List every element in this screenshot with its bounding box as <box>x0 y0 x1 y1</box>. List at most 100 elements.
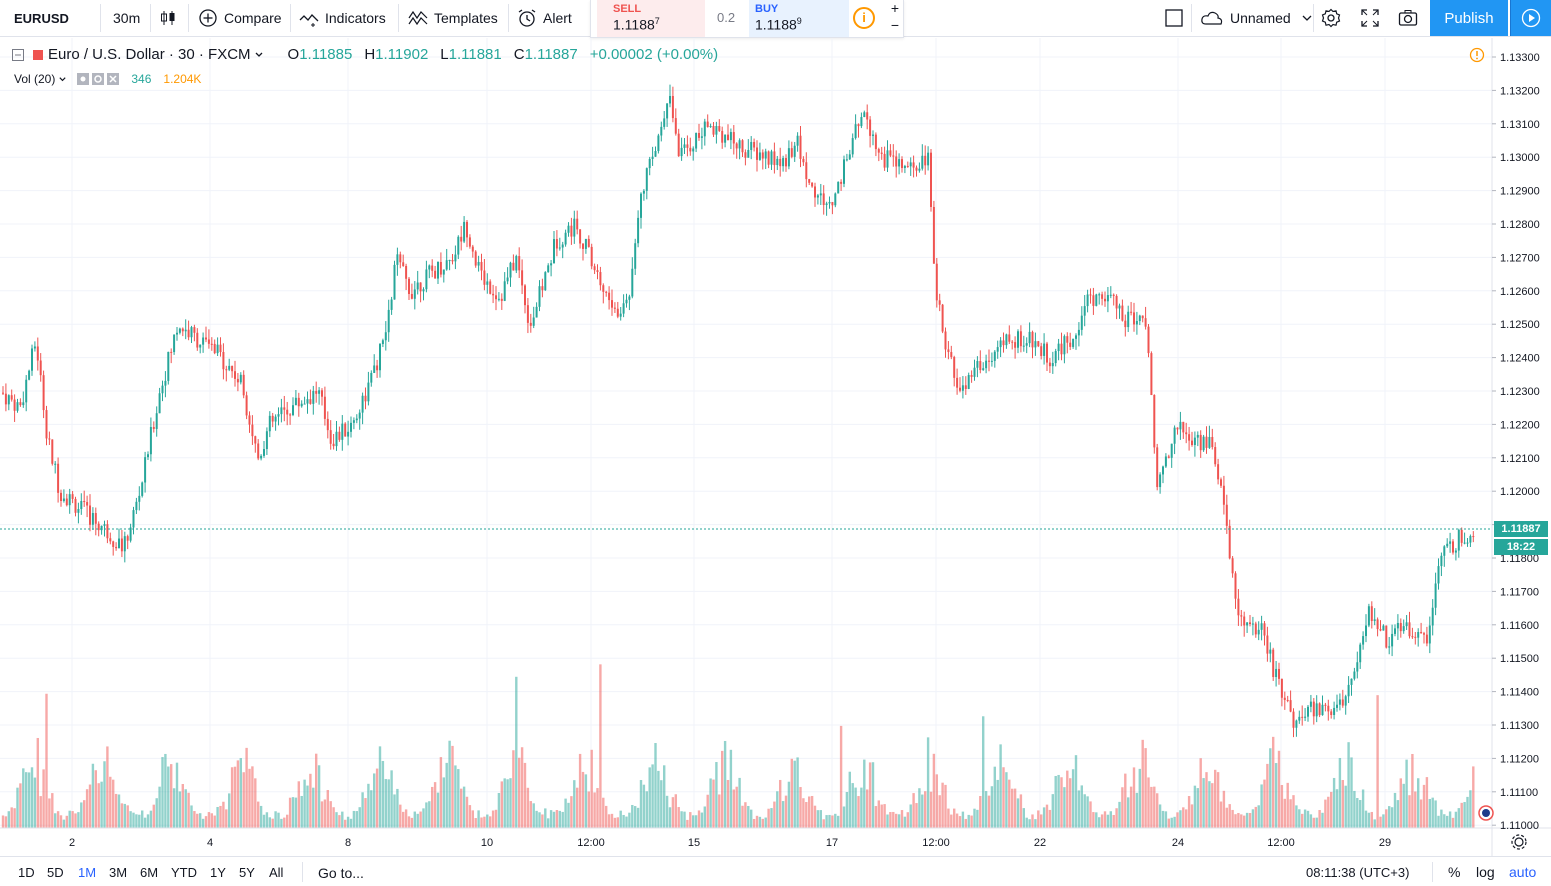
candle-body <box>190 327 193 338</box>
volume-bar <box>143 817 147 828</box>
volume-bar <box>1051 794 1054 828</box>
candle-body <box>695 132 698 149</box>
range-1m-button[interactable]: 1M <box>78 865 97 880</box>
alert-warning-icon[interactable] <box>1469 47 1485 63</box>
alert-button[interactable]: Alert <box>517 0 572 36</box>
candle-body <box>869 119 872 136</box>
volume-bar <box>1219 801 1223 828</box>
toolbar-divider <box>1313 4 1314 32</box>
volume-bar <box>132 812 135 828</box>
range-6m-button[interactable]: 6M <box>140 865 159 880</box>
candle-body <box>959 387 961 391</box>
volume-bar <box>979 796 982 828</box>
gear-icon[interactable] <box>92 73 105 85</box>
chart-settings-icon[interactable] <box>1511 834 1527 850</box>
candle-body <box>77 509 80 513</box>
volume-bar <box>45 693 48 828</box>
range-5d-button[interactable]: 5D <box>47 865 64 880</box>
sell-button[interactable]: SELL 1.11887 <box>597 0 705 37</box>
symbol-search-button[interactable]: EURUSD <box>14 10 69 26</box>
volume-bar <box>242 772 245 828</box>
volume-bar <box>181 784 184 828</box>
volume-bar <box>219 805 222 828</box>
candle-body <box>1089 294 1092 296</box>
volume-bar <box>1324 799 1327 828</box>
candle-body <box>956 377 959 388</box>
volume-bar <box>352 810 356 828</box>
go-to-date-button[interactable]: Go to... <box>318 865 364 881</box>
candle-body <box>1222 485 1225 505</box>
candle-body <box>1034 341 1037 348</box>
volume-bar <box>1466 796 1469 828</box>
settings-button[interactable] <box>1321 0 1347 36</box>
volume-bar <box>877 800 880 828</box>
templates-button[interactable]: Templates <box>408 0 498 36</box>
indicators-button[interactable]: Indicators <box>299 0 386 36</box>
candle-body <box>1057 343 1060 352</box>
range-1d-button[interactable]: 1D <box>18 865 35 880</box>
volume-value: 346 <box>131 72 152 86</box>
volume-label[interactable]: Vol (20) <box>14 72 56 86</box>
plus-circle-icon <box>199 9 217 27</box>
range-5y-button[interactable]: 5Y <box>239 865 255 880</box>
volume-bar <box>929 791 933 828</box>
candle-body <box>358 412 361 419</box>
candle-body <box>657 135 660 152</box>
economic-event-icon[interactable] <box>1478 805 1494 821</box>
bar-style-button[interactable] <box>158 0 184 36</box>
buy-button[interactable]: BUY 1.11889 <box>749 0 849 37</box>
percent-scale-button[interactable]: % <box>1448 864 1461 880</box>
candle-body <box>729 132 732 141</box>
info-icon[interactable]: i <box>853 7 875 29</box>
interval-button[interactable]: 30m <box>113 10 141 26</box>
candle-body <box>990 360 993 362</box>
candle-body <box>553 239 555 264</box>
auto-scale-button[interactable]: auto <box>1509 864 1537 880</box>
volume-bar <box>1214 769 1217 828</box>
price-axis[interactable]: 1.13300 1.13200 1.13100 1.13000 1.12900 1.128… <box>1492 52 1540 832</box>
quantity-plus-button[interactable]: + <box>890 0 900 16</box>
layout-name-button[interactable]: Unnamed <box>1200 0 1313 36</box>
volume-bar <box>1370 811 1373 828</box>
candle-body <box>1402 626 1405 632</box>
candle-body <box>985 360 988 369</box>
volume-bar <box>790 758 793 828</box>
symbol-title[interactable]: Euro / U.S. Dollar · 30 · FXCM <box>48 46 251 63</box>
volume-bar <box>120 803 124 828</box>
volume-bar <box>1388 806 1391 828</box>
compare-button[interactable]: Compare <box>198 0 282 36</box>
quantity-minus-button[interactable]: − <box>890 17 900 33</box>
volume-bar <box>425 802 428 828</box>
price-chart[interactable]: 1.13300 1.13200 1.13100 1.13000 1.12900 1.128… <box>0 38 1551 856</box>
snapshot-button[interactable] <box>1398 0 1424 36</box>
volume-bar <box>207 812 211 828</box>
candle-body <box>776 158 779 166</box>
candle-body <box>289 414 292 416</box>
select-layout-button[interactable] <box>1164 0 1190 36</box>
volume-bar <box>1069 778 1072 828</box>
close-icon[interactable] <box>107 73 120 85</box>
candle-body <box>341 423 344 440</box>
range-ytd-button[interactable]: YTD <box>171 865 197 880</box>
time-axis[interactable]: 2 4 8 10 12:00 15 17 12:00 22 24 12:00 29 <box>69 837 1391 849</box>
volume-bar <box>317 765 321 828</box>
candle-body <box>605 291 608 293</box>
eye-icon[interactable] <box>77 73 90 85</box>
log-scale-button[interactable]: log <box>1476 864 1495 880</box>
volume-bar <box>538 812 541 828</box>
publish-button[interactable]: Publish <box>1430 0 1508 36</box>
volume-bar <box>926 737 930 828</box>
range-3m-button[interactable]: 3M <box>109 865 128 880</box>
candle-body <box>1115 295 1118 309</box>
range-all-button[interactable]: All <box>269 865 284 880</box>
collapse-legend-icon[interactable] <box>12 48 24 61</box>
volume-bar <box>1332 777 1336 828</box>
volume-bar <box>474 818 477 828</box>
volume-bar <box>486 814 489 828</box>
fullscreen-button[interactable] <box>1360 0 1386 36</box>
range-1y-button[interactable]: 1Y <box>210 865 226 880</box>
candle-body <box>202 337 205 345</box>
candle-body <box>576 218 579 230</box>
replay-button[interactable] <box>1510 0 1551 36</box>
timezone-clock[interactable]: 08:11:38 (UTC+3) <box>1306 865 1410 880</box>
